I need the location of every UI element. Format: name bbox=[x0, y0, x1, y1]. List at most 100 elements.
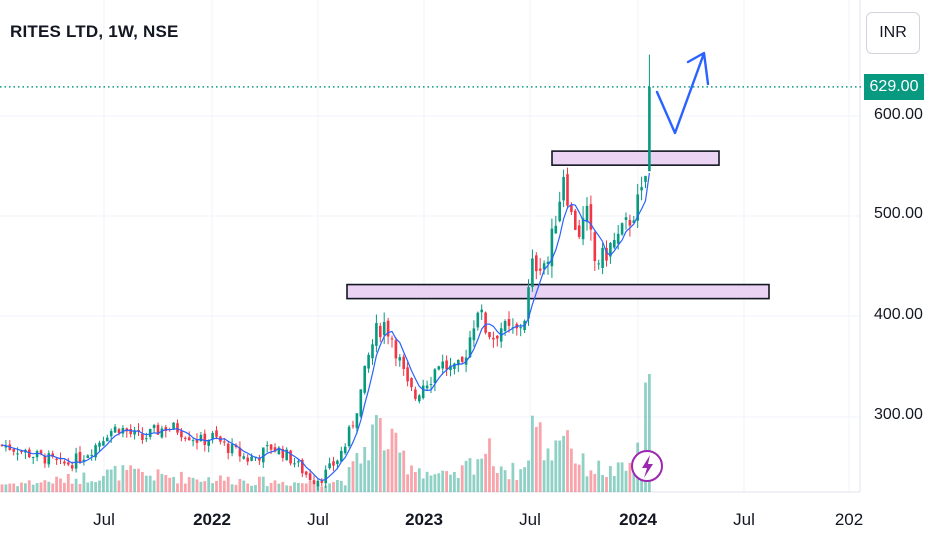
candle-body bbox=[398, 357, 402, 361]
volume-bar bbox=[265, 486, 269, 492]
volume-bar bbox=[534, 426, 538, 492]
candle-body bbox=[67, 462, 70, 465]
candle-body bbox=[82, 459, 86, 462]
candle-body bbox=[480, 309, 483, 313]
x-tick-label: 202 bbox=[834, 510, 864, 529]
volume-bar bbox=[421, 478, 425, 492]
volume-bar bbox=[609, 466, 612, 492]
volume-bar bbox=[429, 475, 433, 492]
volume-bar bbox=[31, 484, 35, 492]
y-tick-label: 400.00 bbox=[874, 306, 923, 323]
lightning-icon-glyph bbox=[642, 455, 653, 478]
candle-body bbox=[203, 433, 207, 445]
candle-body bbox=[156, 424, 160, 435]
volume-bar bbox=[425, 471, 429, 492]
volume-bar bbox=[453, 471, 456, 492]
volume-bar bbox=[281, 481, 285, 492]
volume-bar bbox=[222, 480, 226, 492]
candle-body bbox=[460, 356, 464, 362]
volume-bar bbox=[199, 481, 203, 492]
volume-bar bbox=[176, 483, 179, 492]
candle-body bbox=[98, 442, 101, 447]
volume-bar bbox=[16, 486, 19, 492]
volume-bar bbox=[109, 469, 113, 492]
volume-bar bbox=[269, 482, 273, 492]
volume-bar bbox=[66, 473, 70, 492]
volume-bar bbox=[585, 476, 589, 492]
y-tick-label: 600.00 bbox=[874, 106, 923, 123]
candle-body bbox=[527, 287, 530, 319]
candle-body bbox=[285, 449, 288, 461]
volume-bar bbox=[476, 459, 480, 492]
candle-body bbox=[129, 429, 132, 435]
volume-bar bbox=[86, 482, 90, 492]
candle-body bbox=[215, 430, 218, 437]
volume-bar bbox=[359, 463, 363, 492]
volume-bar bbox=[375, 415, 378, 492]
volume-bar bbox=[460, 465, 464, 492]
volume-bar bbox=[180, 471, 183, 492]
candle-body bbox=[148, 428, 152, 438]
candle-body bbox=[363, 365, 366, 393]
volume-bar bbox=[133, 468, 136, 492]
volume-bar bbox=[152, 480, 156, 492]
candle-body bbox=[63, 461, 66, 464]
lightning-icon[interactable] bbox=[631, 450, 663, 482]
volume-bar bbox=[581, 453, 585, 492]
candle-body bbox=[468, 337, 472, 358]
volume-bar bbox=[417, 468, 421, 492]
candle-body bbox=[47, 453, 51, 465]
volume-bar bbox=[324, 485, 328, 492]
volume-bar bbox=[12, 483, 16, 492]
y-tick-label: 500.00 bbox=[874, 205, 923, 222]
candle-body bbox=[535, 255, 538, 272]
volume-bar bbox=[336, 480, 339, 492]
candle-body bbox=[492, 337, 495, 340]
volume-bar bbox=[612, 475, 616, 492]
volume-bar bbox=[433, 474, 437, 492]
volume-bar bbox=[304, 483, 308, 492]
volume-bar bbox=[570, 448, 573, 492]
candle-body bbox=[191, 440, 195, 442]
candle-body bbox=[117, 429, 121, 434]
volume-bar bbox=[141, 471, 144, 492]
candle-body bbox=[437, 366, 441, 370]
x-tick-label: 2024 bbox=[619, 510, 657, 529]
volume-bar bbox=[156, 469, 160, 492]
volume-bar bbox=[468, 458, 472, 492]
volume-bar bbox=[589, 470, 593, 492]
volume-bar bbox=[644, 382, 647, 492]
candle-body bbox=[145, 438, 148, 440]
candle-body bbox=[394, 340, 398, 359]
volume-bar bbox=[573, 463, 577, 492]
chart-title: RITES LTD, 1W, NSE bbox=[10, 22, 179, 41]
candle-body bbox=[616, 233, 620, 244]
volume-bar bbox=[4, 484, 8, 492]
volume-bar bbox=[390, 428, 394, 492]
price-zone-rectangle bbox=[551, 150, 720, 166]
currency-button[interactable]: INR bbox=[866, 12, 920, 54]
candle-body bbox=[70, 465, 74, 469]
volume-bar bbox=[82, 472, 86, 492]
volume-bar bbox=[51, 483, 55, 492]
volume-bar bbox=[20, 482, 23, 492]
candle-body bbox=[230, 444, 234, 454]
volume-bar bbox=[24, 483, 27, 492]
x-tick-label: Jul bbox=[93, 510, 115, 529]
volume-bar bbox=[628, 462, 632, 492]
candle-body bbox=[593, 232, 597, 261]
volume-bar bbox=[339, 480, 343, 492]
volume-bar bbox=[168, 477, 172, 492]
volume-bar bbox=[449, 474, 452, 492]
volume-bar bbox=[515, 479, 519, 492]
candle-body bbox=[273, 447, 277, 452]
candle-body bbox=[31, 457, 35, 459]
candle-body bbox=[347, 426, 351, 447]
volume-bar bbox=[648, 374, 651, 492]
candle-body bbox=[445, 360, 448, 370]
candle-body bbox=[269, 444, 273, 450]
candle-body bbox=[242, 456, 246, 459]
candle-body bbox=[390, 338, 394, 340]
volume-bar bbox=[507, 479, 511, 492]
